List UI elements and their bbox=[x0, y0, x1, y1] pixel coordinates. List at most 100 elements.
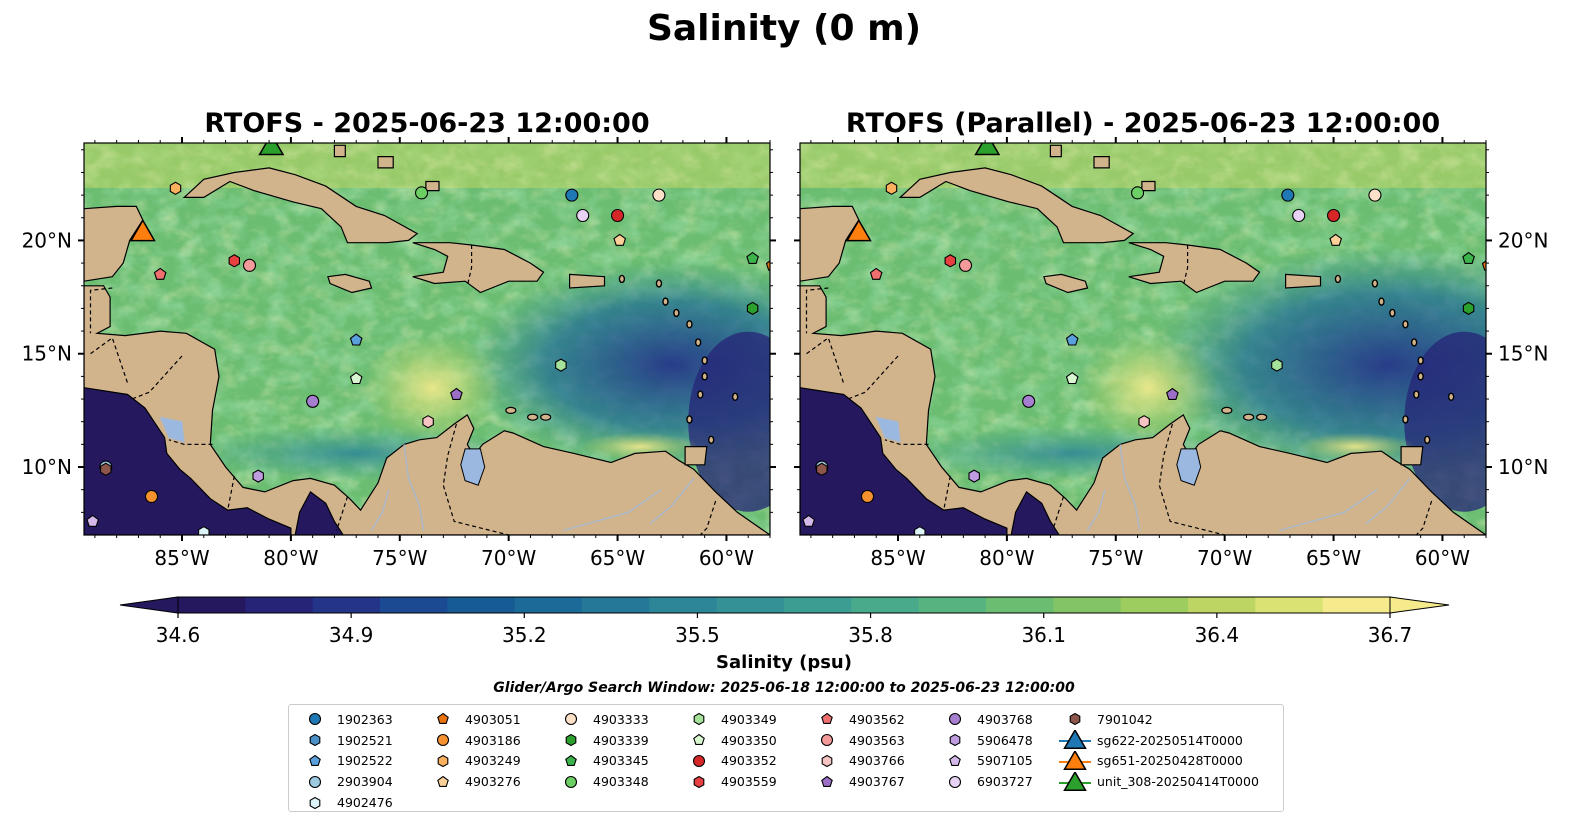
country-border bbox=[168, 439, 213, 445]
legend-entry: 4902476 bbox=[297, 792, 393, 813]
colorbar-tick-label: 36.1 bbox=[1021, 623, 1066, 647]
argo-marker-4903559 bbox=[228, 254, 241, 268]
argo-marker-4903249 bbox=[885, 181, 898, 195]
legend-pentagon bbox=[949, 754, 961, 766]
x-tick-label: 65°W bbox=[1306, 546, 1361, 570]
argo-marker-4903276 bbox=[613, 233, 627, 246]
country-border bbox=[336, 496, 349, 531]
colorbar-max-extend bbox=[1389, 596, 1450, 614]
legend-entry: 4903276 bbox=[425, 771, 521, 792]
legend-column: 4903349 4903350 4903352 4903559 bbox=[681, 709, 777, 792]
small-island bbox=[686, 415, 693, 424]
glider-marker-unit_308-20250414T0000 bbox=[258, 143, 285, 156]
colorbar-segment bbox=[1255, 597, 1324, 613]
colorbar-tick-label: 34.9 bbox=[329, 623, 374, 647]
legend-triangle bbox=[1063, 750, 1087, 771]
land-mass bbox=[1285, 273, 1322, 289]
colorbar-segment bbox=[312, 597, 381, 613]
argo-marker-4903562 bbox=[869, 267, 883, 280]
legend-circle bbox=[948, 713, 962, 726]
legend-entry: 1902363 bbox=[297, 709, 393, 730]
small-island bbox=[1413, 390, 1420, 399]
argo-marker-6903727 bbox=[1292, 208, 1306, 223]
colorbar-segment bbox=[986, 597, 1054, 613]
argo-marker-4903768 bbox=[1022, 394, 1036, 408]
small-island bbox=[1371, 279, 1379, 288]
land-mass bbox=[684, 446, 708, 466]
argo-marker-4903345 bbox=[1462, 251, 1475, 264]
legend-entry: 4903350 bbox=[681, 730, 777, 751]
small-island bbox=[697, 390, 704, 399]
x-tick-label: 80°W bbox=[263, 546, 318, 570]
legend-pentagon bbox=[309, 754, 321, 766]
x-tick-label: 85°W bbox=[870, 546, 925, 570]
map-panel-rtofs: RTOFS - 2025-06-23 12:00:00 85°W 80°W 75°W 7… bbox=[22, 108, 776, 570]
country-border bbox=[90, 336, 129, 384]
legend-hexagon bbox=[437, 754, 449, 768]
legend-marker bbox=[820, 734, 834, 747]
small-island bbox=[618, 274, 626, 284]
y-tick-label: 20°N bbox=[22, 228, 72, 252]
river bbox=[1086, 489, 1106, 531]
colorbar-segment bbox=[1120, 597, 1189, 613]
argo-marker-6903727 bbox=[576, 208, 590, 223]
small-island bbox=[1334, 274, 1342, 284]
colorbar-segment bbox=[447, 597, 516, 613]
argo-marker-4903349 bbox=[555, 358, 567, 372]
pacific-coast bbox=[800, 387, 1008, 535]
legend-circle bbox=[564, 713, 578, 726]
legend-entry: 4903766 bbox=[809, 751, 905, 772]
colorbar-segment bbox=[245, 597, 314, 613]
legend-marker bbox=[308, 775, 322, 788]
legend-triangle bbox=[1063, 771, 1087, 791]
legend-marker bbox=[437, 775, 449, 787]
legend-marker bbox=[821, 775, 833, 787]
legend-label: 4903349 bbox=[721, 711, 777, 727]
argo-marker-4903352 bbox=[1327, 208, 1341, 223]
legend-entry: 5906478 bbox=[937, 730, 1033, 751]
panel-title: RTOFS (Parallel) - 2025-06-23 12:00:00 bbox=[846, 108, 1440, 139]
legend-circle bbox=[308, 713, 322, 726]
country-border bbox=[806, 336, 845, 384]
legend-column: 4903051 4903186 4903249 4903276 bbox=[425, 709, 521, 792]
y-tick-label: 10°N bbox=[1498, 455, 1548, 479]
argo-marker-1902522 bbox=[349, 333, 363, 346]
argo-marker-4903350 bbox=[349, 372, 363, 385]
legend-label: 4903352 bbox=[721, 753, 777, 769]
legend-marker bbox=[693, 775, 705, 788]
small-island bbox=[708, 435, 715, 445]
colorbar-segment bbox=[716, 597, 785, 613]
colorbar-segment bbox=[918, 597, 987, 613]
x-tick-label: 65°W bbox=[590, 546, 645, 570]
x-tick-label: 75°W bbox=[1088, 546, 1143, 570]
central-high-salinity bbox=[362, 332, 503, 443]
legend-marker bbox=[309, 754, 321, 766]
lake-maracaibo bbox=[1176, 448, 1202, 486]
legend-pentagon bbox=[565, 754, 577, 766]
abc-island bbox=[1243, 413, 1255, 421]
argo-marker-4903559 bbox=[944, 254, 957, 268]
figure-title: Salinity (0 m) bbox=[647, 8, 921, 49]
legend-entry: 4903768 bbox=[937, 709, 1033, 730]
legend-hexagon bbox=[309, 734, 321, 747]
abc-island bbox=[540, 413, 552, 421]
river bbox=[403, 444, 425, 531]
legend: 1902363 1902521 1902522 2903904 4902476 49030… bbox=[288, 704, 1284, 812]
abc-island bbox=[505, 406, 517, 414]
legend-marker bbox=[1059, 750, 1091, 771]
legend-circle bbox=[436, 734, 450, 747]
country-border bbox=[131, 355, 183, 400]
argo-marker-4903348 bbox=[1131, 186, 1145, 200]
legend-pentagon bbox=[437, 713, 449, 725]
small-island bbox=[1423, 435, 1431, 445]
argo-marker-4903186 bbox=[144, 489, 159, 504]
legend-label: 5906478 bbox=[977, 732, 1033, 748]
colorbar-tick-label: 34.6 bbox=[156, 623, 201, 647]
legend-entry: 2903904 bbox=[297, 771, 393, 792]
legend-hexagon bbox=[693, 713, 705, 726]
argo-marker-5906478 bbox=[252, 469, 264, 483]
legend-marker bbox=[437, 713, 449, 725]
river bbox=[370, 489, 390, 531]
legend-column: 4903768 5906478 5907105 6903727 bbox=[937, 709, 1033, 792]
country-border bbox=[1415, 500, 1433, 535]
